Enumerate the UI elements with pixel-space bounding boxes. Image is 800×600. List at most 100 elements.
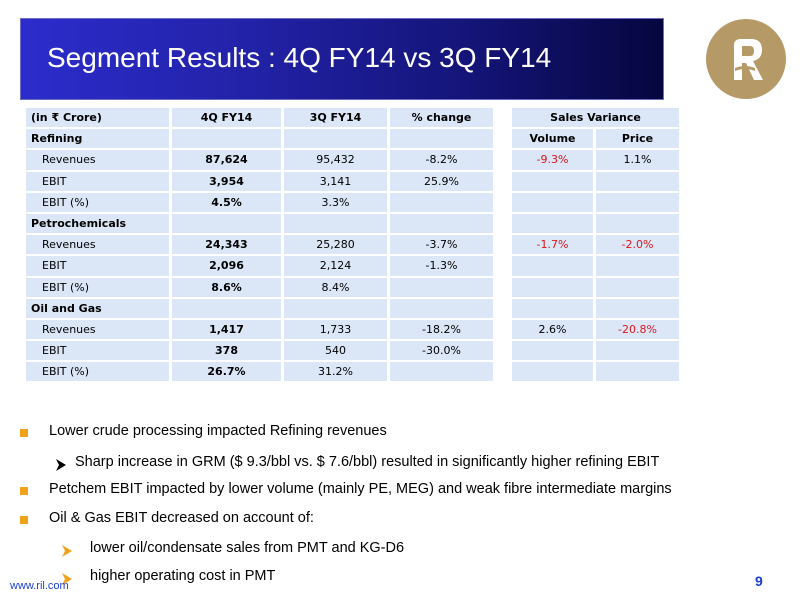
segment-name: Oil and Gas xyxy=(26,298,172,320)
volume-value: -1.7% xyxy=(512,235,596,257)
price-value: 1.1% xyxy=(596,150,682,172)
price-value: -20.8% xyxy=(596,319,682,342)
change-value: -8.2% xyxy=(390,150,496,172)
gap-cell xyxy=(496,235,512,257)
q4-value: 3,954 xyxy=(172,171,284,193)
volume-value: -9.3% xyxy=(512,150,596,172)
empty-cell xyxy=(390,298,496,320)
volume-value xyxy=(512,277,596,299)
q4-value: 8.6% xyxy=(172,277,284,299)
table-row: Revenues 87,624 95,432 -8.2% -9.3% 1.1% xyxy=(26,150,682,172)
empty-cell xyxy=(284,298,390,320)
arrow-bullet-icon xyxy=(62,573,72,585)
segment-name: Refining xyxy=(26,129,172,151)
reliance-logo xyxy=(706,19,786,99)
price-value xyxy=(596,192,682,214)
gap-cell xyxy=(496,192,512,214)
q3-value: 3,141 xyxy=(284,171,390,193)
change-header: % change xyxy=(390,108,496,130)
change-value xyxy=(390,362,496,384)
row-label: Revenues xyxy=(26,150,172,172)
gap-cell xyxy=(496,362,512,384)
q3-value: 1,733 xyxy=(284,319,390,342)
gap-cell xyxy=(496,213,512,236)
price-value xyxy=(596,362,682,384)
gap-cell xyxy=(496,319,512,342)
q4-header: 4Q FY14 xyxy=(172,108,284,130)
segment-name: Petrochemicals xyxy=(26,213,172,236)
row-label: EBIT xyxy=(26,171,172,193)
row-label: Revenues xyxy=(26,235,172,257)
empty-cell xyxy=(596,298,682,320)
q3-value: 2,124 xyxy=(284,256,390,278)
price-value xyxy=(596,256,682,278)
price-value xyxy=(596,277,682,299)
q4-value: 87,624 xyxy=(172,150,284,172)
unit-header: (in ₹ Crore) xyxy=(26,108,172,130)
volume-header: Volume xyxy=(512,129,596,151)
table-header-row: (in ₹ Crore) 4Q FY14 3Q FY14 % change Sa… xyxy=(26,108,682,130)
change-value: -1.3% xyxy=(390,256,496,278)
empty-cell xyxy=(172,298,284,320)
bullet-text: higher operating cost in PMT xyxy=(90,568,276,584)
title-banner: Segment Results : 4Q FY14 vs 3Q FY14 xyxy=(20,18,664,100)
gap-cell xyxy=(496,298,512,320)
price-header: Price xyxy=(596,129,682,151)
q3-value: 3.3% xyxy=(284,192,390,214)
empty-cell xyxy=(172,213,284,236)
segment-row-oil-and-gas: Oil and Gas xyxy=(26,298,682,320)
empty-cell xyxy=(284,129,390,151)
volume-value xyxy=(512,362,596,384)
empty-cell xyxy=(390,213,496,236)
q3-value: 31.2% xyxy=(284,362,390,384)
empty-cell xyxy=(172,129,284,151)
table-row: EBIT 2,096 2,124 -1.3% xyxy=(26,256,682,278)
row-label: EBIT (%) xyxy=(26,362,172,384)
q4-value: 2,096 xyxy=(172,256,284,278)
arrow-bullet-icon xyxy=(56,459,66,471)
page-number: 9 xyxy=(755,573,763,589)
gap-cell xyxy=(496,256,512,278)
bullet-text: Oil & Gas EBIT decreased on account of: xyxy=(49,510,314,526)
gap-cell xyxy=(496,341,512,363)
q3-value: 8.4% xyxy=(284,277,390,299)
change-value: -30.0% xyxy=(390,341,496,363)
bullet-text: Sharp increase in GRM ($ 9.3/bbl vs. $ 7… xyxy=(75,454,660,470)
bullet-text: lower oil/condensate sales from PMT and … xyxy=(90,540,405,556)
square-bullet-icon xyxy=(20,429,28,437)
empty-cell xyxy=(596,213,682,236)
table-row: EBIT 378 540 -30.0% xyxy=(26,341,682,363)
segment-row-petrochemicals: Petrochemicals xyxy=(26,213,682,236)
q4-value: 24,343 xyxy=(172,235,284,257)
table-row: EBIT (%) 4.5% 3.3% xyxy=(26,192,682,214)
footer-url-link[interactable]: www.ril.com xyxy=(10,580,69,592)
price-value: -2.0% xyxy=(596,235,682,257)
q4-value: 4.5% xyxy=(172,192,284,214)
table-row: EBIT 3,954 3,141 25.9% xyxy=(26,171,682,193)
empty-cell xyxy=(390,129,496,151)
q4-value: 1,417 xyxy=(172,319,284,342)
sales-variance-header: Sales Variance xyxy=(512,108,682,130)
table-row: Revenues 1,417 1,733 -18.2% 2.6% -20.8% xyxy=(26,319,682,342)
table-row: EBIT (%) 26.7% 31.2% xyxy=(26,362,682,384)
gap-cell xyxy=(496,171,512,193)
bullet-text: Lower crude processing impacted Refining… xyxy=(49,423,387,439)
empty-cell xyxy=(284,213,390,236)
empty-cell xyxy=(512,213,596,236)
table-row: Revenues 24,343 25,280 -3.7% -1.7% -2.0% xyxy=(26,235,682,257)
square-bullet-icon xyxy=(20,516,28,524)
row-label: EBIT (%) xyxy=(26,277,172,299)
gap-cell xyxy=(496,150,512,172)
segment-row-refining: Refining Volume Price xyxy=(26,129,682,151)
row-label: EBIT xyxy=(26,341,172,363)
gap-cell xyxy=(496,129,512,151)
q4-value: 26.7% xyxy=(172,362,284,384)
row-label: EBIT (%) xyxy=(26,192,172,214)
table-row: EBIT (%) 8.6% 8.4% xyxy=(26,277,682,299)
volume-value xyxy=(512,192,596,214)
arrow-bullet-icon xyxy=(62,545,72,557)
row-label: Revenues xyxy=(26,319,172,342)
change-value: 25.9% xyxy=(390,171,496,193)
volume-value: 2.6% xyxy=(512,319,596,342)
bullet-text: Petchem EBIT impacted by lower volume (m… xyxy=(49,481,672,497)
